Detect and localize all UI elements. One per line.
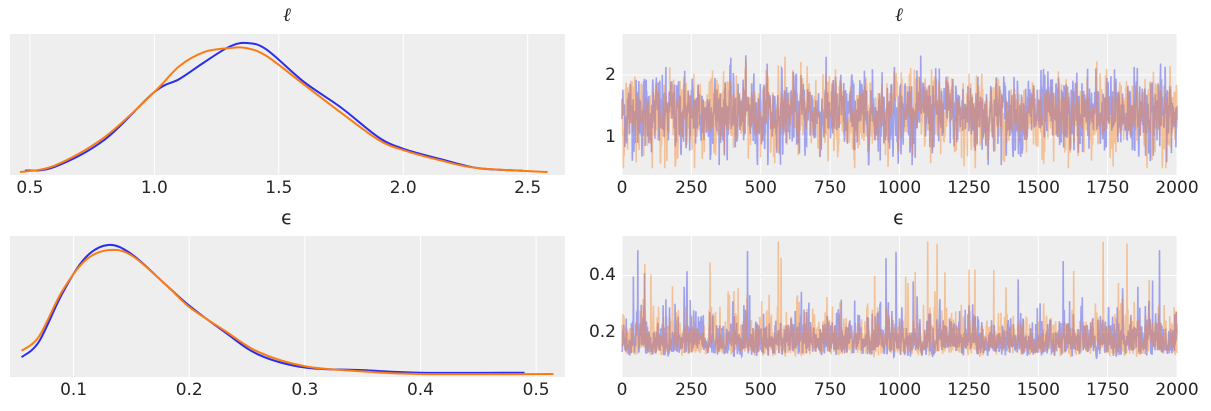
x-tick-label: 1000: [877, 380, 922, 400]
x-tick-label: 250: [675, 380, 708, 400]
x-tick-label: 1000: [877, 178, 922, 198]
chain-1-density-line: [20, 248, 554, 376]
plot-title: ϵ: [893, 207, 905, 229]
x-tick-label: 500: [744, 380, 777, 400]
x-tick-label: 750: [813, 178, 847, 198]
chain-1-trace-line: [621, 241, 1178, 358]
x-tick-label: 250: [675, 178, 708, 198]
x-tick-label: 0: [616, 380, 628, 400]
x-tick-label: 750: [813, 380, 847, 400]
density-plot-ell: ℓ 0.5 1.0 1.5 2.0 2.5: [0, 0, 600, 205]
trace-plot-ell: ℓ 0 250 500 750 1000 1250 1500 1750 2000 1 2: [0, 0, 1211, 205]
y-tick-label: 1: [605, 127, 616, 148]
x-tick-label: 2.5: [514, 178, 542, 198]
x-tick-label: 0.5: [522, 380, 550, 400]
plot-area: [621, 34, 1178, 175]
chain-0-trace-line: [621, 55, 1178, 166]
chain-1-density-line: [19, 46, 548, 173]
x-tick-label: 0.1: [60, 380, 88, 400]
x-tick-label: 2000: [1155, 380, 1199, 400]
plot-title: ℓ: [283, 4, 291, 26]
plot-area: [10, 34, 565, 175]
density-plot-epsilon: ϵ 0.1 0.2 0.3 0.4 0.5: [0, 0, 600, 411]
x-tick-label: 1750: [1085, 380, 1130, 400]
x-tick-label: 0: [616, 178, 628, 198]
x-tick-label: 0.4: [406, 380, 434, 400]
plot-title: ϵ: [281, 207, 293, 229]
x-tick-label: 2.0: [389, 178, 417, 198]
x-tick-label: 1750: [1085, 178, 1130, 198]
plot-title: ℓ: [895, 4, 903, 26]
x-tick-label: 2000: [1155, 178, 1199, 198]
x-tick-label: 0.2: [175, 380, 203, 400]
chain-1-trace-line: [621, 56, 1178, 169]
x-tick-label: 1.5: [265, 178, 293, 198]
x-tick-label: 1250: [947, 178, 991, 198]
x-tick-label: 0.3: [291, 380, 319, 400]
plot-area: [10, 236, 565, 377]
x-tick-label: 1500: [1016, 178, 1060, 198]
x-tick-label: 1.0: [140, 178, 168, 198]
x-tick-label: 500: [744, 178, 777, 198]
chain-0-trace-line: [621, 250, 1178, 360]
x-tick-label: 0.5: [16, 178, 44, 198]
x-tick-label: 1250: [947, 380, 991, 400]
y-tick-label: 2: [605, 64, 616, 85]
y-tick-label: 0.2: [588, 321, 616, 342]
x-tick-label: 1500: [1016, 380, 1060, 400]
y-tick-label: 0.4: [588, 265, 616, 286]
